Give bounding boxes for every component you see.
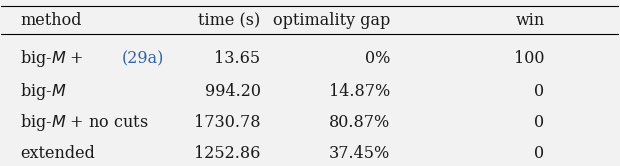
Text: 994.20: 994.20 (205, 83, 260, 100)
Text: 0: 0 (534, 114, 544, 131)
Text: 14.87%: 14.87% (329, 83, 390, 100)
Text: time (s): time (s) (198, 12, 260, 30)
Text: method: method (20, 12, 81, 30)
Text: 37.45%: 37.45% (329, 145, 390, 162)
Text: big-$M$: big-$M$ (20, 81, 66, 102)
Text: win: win (515, 12, 544, 30)
Text: 100: 100 (514, 50, 544, 67)
Text: 80.87%: 80.87% (329, 114, 390, 131)
Text: big-$M$ + no cuts: big-$M$ + no cuts (20, 112, 148, 133)
Text: extended: extended (20, 145, 95, 162)
Text: optimality gap: optimality gap (273, 12, 390, 30)
Text: 0: 0 (534, 83, 544, 100)
Text: 0: 0 (534, 145, 544, 162)
Text: 1730.78: 1730.78 (194, 114, 260, 131)
Text: (29a): (29a) (122, 50, 164, 67)
Text: big-$M$ +: big-$M$ + (20, 48, 85, 69)
Text: 0%: 0% (365, 50, 390, 67)
Text: 1252.86: 1252.86 (194, 145, 260, 162)
Text: 13.65: 13.65 (215, 50, 260, 67)
